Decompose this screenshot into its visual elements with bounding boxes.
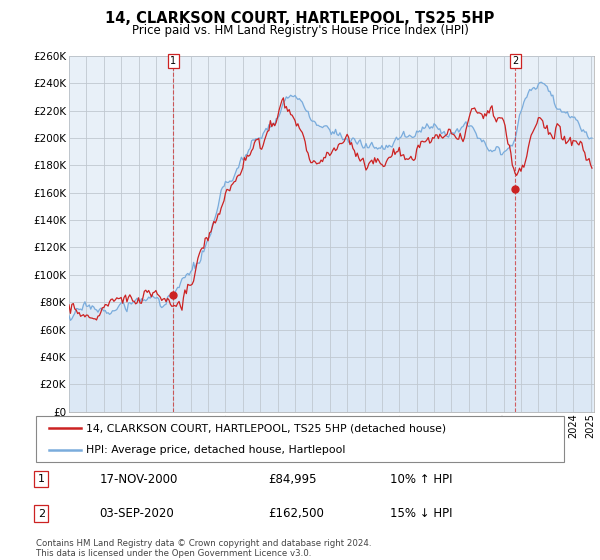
- Text: 17-NOV-2000: 17-NOV-2000: [100, 473, 178, 486]
- Text: HPI: Average price, detached house, Hartlepool: HPI: Average price, detached house, Hart…: [86, 445, 346, 455]
- Text: Contains HM Land Registry data © Crown copyright and database right 2024.
This d: Contains HM Land Registry data © Crown c…: [36, 539, 371, 558]
- Text: £162,500: £162,500: [268, 507, 324, 520]
- Text: 03-SEP-2020: 03-SEP-2020: [100, 507, 174, 520]
- Text: 2: 2: [512, 56, 518, 66]
- Text: 1: 1: [170, 56, 176, 66]
- Text: 14, CLARKSON COURT, HARTLEPOOL, TS25 5HP (detached house): 14, CLARKSON COURT, HARTLEPOOL, TS25 5HP…: [86, 423, 446, 433]
- Text: 1: 1: [38, 474, 45, 484]
- Text: £84,995: £84,995: [268, 473, 317, 486]
- Text: Price paid vs. HM Land Registry's House Price Index (HPI): Price paid vs. HM Land Registry's House …: [131, 24, 469, 36]
- FancyBboxPatch shape: [36, 416, 564, 462]
- Text: 15% ↓ HPI: 15% ↓ HPI: [390, 507, 452, 520]
- Text: 10% ↑ HPI: 10% ↑ HPI: [390, 473, 452, 486]
- Point: [169, 291, 178, 300]
- Text: 2: 2: [38, 508, 45, 519]
- Point: [511, 185, 520, 194]
- Text: 14, CLARKSON COURT, HARTLEPOOL, TS25 5HP: 14, CLARKSON COURT, HARTLEPOOL, TS25 5HP: [106, 11, 494, 26]
